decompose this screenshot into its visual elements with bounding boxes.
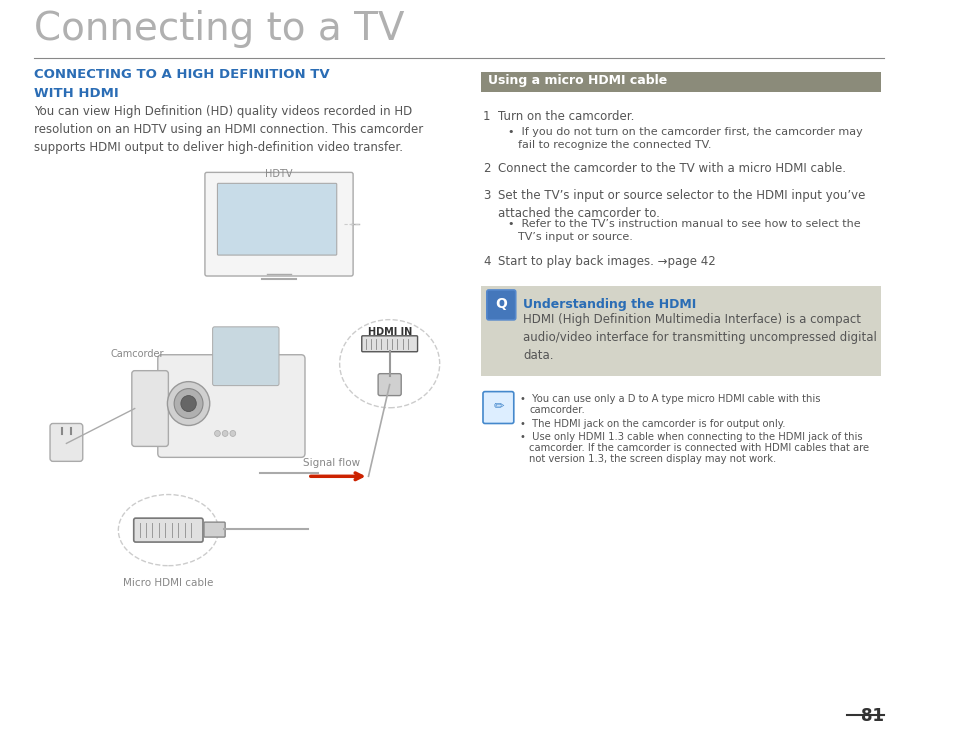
FancyBboxPatch shape xyxy=(217,183,336,255)
Text: Turn on the camcorder.: Turn on the camcorder. xyxy=(497,110,634,123)
Text: Micro HDMI cable: Micro HDMI cable xyxy=(123,578,213,588)
Circle shape xyxy=(214,431,220,437)
Circle shape xyxy=(181,396,196,412)
Text: •  Use only HDMI 1.3 cable when connecting to the HDMI jack of this: • Use only HDMI 1.3 cable when connectin… xyxy=(519,432,862,442)
Text: 2: 2 xyxy=(482,162,490,175)
FancyBboxPatch shape xyxy=(205,172,353,276)
FancyBboxPatch shape xyxy=(361,336,417,352)
Text: HDMI IN: HDMI IN xyxy=(367,327,412,337)
Text: HDMI (High Definition Multimedia Interface) is a compact
audio/video interface f: HDMI (High Definition Multimedia Interfa… xyxy=(523,313,877,362)
Text: Understanding the HDMI: Understanding the HDMI xyxy=(523,298,696,311)
Text: You can view High Definition (HD) quality videos recorded in HD
resolution on an: You can view High Definition (HD) qualit… xyxy=(33,104,422,153)
Text: ✏: ✏ xyxy=(493,400,503,413)
Text: CONNECTING TO A HIGH DEFINITION TV
WITH HDMI: CONNECTING TO A HIGH DEFINITION TV WITH … xyxy=(33,68,329,100)
Circle shape xyxy=(222,431,228,437)
Text: Connect the camcorder to the TV with a micro HDMI cable.: Connect the camcorder to the TV with a m… xyxy=(497,162,845,175)
Circle shape xyxy=(230,431,235,437)
Text: Signal flow: Signal flow xyxy=(303,458,360,469)
FancyBboxPatch shape xyxy=(213,327,278,385)
Text: Set the TV’s input or source selector to the HDMI input you’ve
attached the camc: Set the TV’s input or source selector to… xyxy=(497,189,865,220)
Text: •  Refer to the TV’s instruction manual to see how to select the: • Refer to the TV’s instruction manual t… xyxy=(508,219,860,229)
FancyBboxPatch shape xyxy=(482,391,514,423)
Text: fail to recognize the connected TV.: fail to recognize the connected TV. xyxy=(517,139,710,150)
FancyBboxPatch shape xyxy=(377,374,401,396)
Text: 1: 1 xyxy=(482,110,490,123)
FancyBboxPatch shape xyxy=(132,371,168,447)
Text: Camcorder: Camcorder xyxy=(111,349,164,358)
Text: •  You can use only a D to A type micro HDMI cable with this: • You can use only a D to A type micro H… xyxy=(519,393,820,404)
FancyBboxPatch shape xyxy=(480,72,881,92)
FancyBboxPatch shape xyxy=(480,286,881,376)
FancyBboxPatch shape xyxy=(157,355,305,458)
Text: 4: 4 xyxy=(482,255,490,268)
Circle shape xyxy=(174,388,203,418)
Text: Using a micro HDMI cable: Using a micro HDMI cable xyxy=(487,74,666,87)
Text: camcorder. If the camcorder is connected with HDMI cables that are: camcorder. If the camcorder is connected… xyxy=(529,443,868,453)
Text: 81: 81 xyxy=(861,707,883,726)
Text: camcorder.: camcorder. xyxy=(529,404,584,415)
Text: Start to play back images. →page 42: Start to play back images. →page 42 xyxy=(497,255,716,268)
FancyBboxPatch shape xyxy=(486,290,516,320)
FancyBboxPatch shape xyxy=(133,518,203,542)
Text: Connecting to a TV: Connecting to a TV xyxy=(33,10,404,48)
Text: Q: Q xyxy=(495,297,507,311)
Circle shape xyxy=(167,382,210,426)
Text: not version 1.3, the screen display may not work.: not version 1.3, the screen display may … xyxy=(529,454,776,464)
Text: TV’s input or source.: TV’s input or source. xyxy=(517,232,632,242)
FancyBboxPatch shape xyxy=(204,522,225,537)
FancyBboxPatch shape xyxy=(50,423,83,461)
Text: HDTV: HDTV xyxy=(265,169,293,180)
Text: •  The HDMI jack on the camcorder is for output only.: • The HDMI jack on the camcorder is for … xyxy=(519,418,784,429)
Text: •  If you do not turn on the camcorder first, the camcorder may: • If you do not turn on the camcorder fi… xyxy=(508,126,862,137)
Text: 3: 3 xyxy=(482,189,490,202)
